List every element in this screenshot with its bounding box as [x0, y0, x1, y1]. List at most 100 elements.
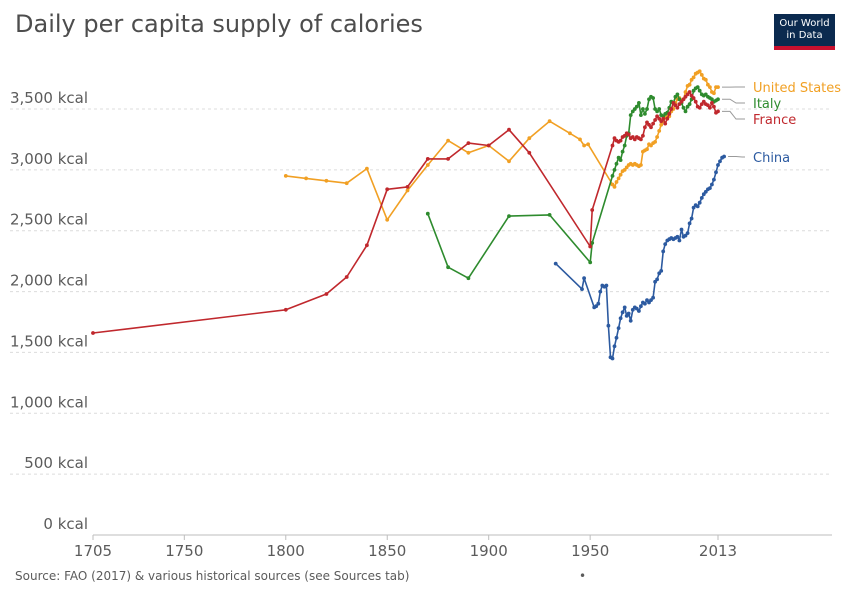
series-line[interactable] — [555, 155, 725, 360]
owid-logo[interactable]: Our World in Data — [774, 14, 835, 50]
data-point[interactable] — [637, 101, 641, 105]
data-point[interactable] — [626, 132, 631, 137]
data-point[interactable] — [618, 316, 623, 321]
data-point[interactable] — [425, 211, 430, 216]
data-point[interactable] — [659, 122, 664, 127]
data-point[interactable] — [685, 231, 690, 236]
data-point[interactable] — [697, 69, 702, 74]
data-point[interactable] — [699, 196, 704, 200]
data-point[interactable] — [689, 216, 694, 221]
data-point[interactable] — [582, 276, 586, 281]
data-point[interactable] — [604, 283, 609, 288]
data-point[interactable] — [610, 356, 615, 361]
data-point[interactable] — [547, 213, 552, 217]
data-point[interactable] — [651, 121, 655, 126]
data-point[interactable] — [507, 127, 511, 132]
data-point[interactable] — [628, 113, 633, 117]
data-point[interactable] — [639, 304, 643, 309]
data-point[interactable] — [622, 143, 627, 148]
data-point[interactable] — [708, 186, 712, 191]
data-point[interactable] — [653, 118, 657, 122]
data-point[interactable] — [628, 318, 633, 323]
data-point[interactable] — [659, 269, 664, 273]
data-point[interactable] — [626, 311, 631, 316]
data-point[interactable] — [578, 137, 582, 142]
data-point[interactable] — [703, 189, 708, 194]
series-france[interactable] — [91, 90, 720, 335]
series-label[interactable]: China — [753, 151, 790, 166]
data-point[interactable] — [681, 105, 686, 110]
data-point[interactable] — [708, 85, 712, 89]
data-point[interactable] — [675, 234, 680, 239]
data-point[interactable] — [665, 116, 670, 121]
data-point[interactable] — [639, 137, 643, 142]
data-point[interactable] — [639, 163, 643, 167]
data-point[interactable] — [283, 174, 288, 178]
data-point[interactable] — [716, 163, 720, 167]
data-point[interactable] — [466, 150, 471, 155]
data-point[interactable] — [622, 305, 627, 310]
data-point[interactable] — [91, 331, 95, 335]
data-point[interactable] — [643, 125, 647, 130]
data-point[interactable] — [425, 163, 430, 167]
data-point[interactable] — [634, 104, 639, 109]
data-point[interactable] — [675, 92, 680, 97]
data-point[interactable] — [708, 105, 712, 110]
data-point[interactable] — [606, 323, 611, 328]
data-point[interactable] — [612, 168, 617, 172]
data-point[interactable] — [527, 136, 532, 141]
data-point[interactable] — [710, 182, 714, 187]
data-point[interactable] — [304, 176, 308, 181]
data-point[interactable] — [677, 238, 682, 243]
data-point[interactable] — [687, 82, 692, 87]
data-point[interactable] — [507, 214, 511, 219]
data-point[interactable] — [344, 181, 349, 186]
data-point[interactable] — [618, 172, 623, 177]
data-point[interactable] — [590, 208, 595, 212]
data-point[interactable] — [446, 265, 450, 270]
data-point[interactable] — [586, 142, 590, 147]
data-point[interactable] — [687, 221, 692, 226]
data-point[interactable] — [446, 157, 450, 161]
data-point[interactable] — [612, 344, 617, 349]
data-point[interactable] — [695, 204, 700, 209]
data-point[interactable] — [675, 105, 680, 110]
data-point[interactable] — [641, 133, 645, 138]
data-point[interactable] — [645, 147, 649, 152]
data-point[interactable] — [657, 107, 662, 111]
data-point[interactable] — [649, 125, 653, 130]
data-point[interactable] — [669, 107, 674, 111]
data-point[interactable] — [580, 287, 584, 291]
series-line[interactable] — [427, 86, 719, 279]
data-point[interactable] — [663, 242, 668, 247]
data-point[interactable] — [637, 309, 641, 313]
data-point[interactable] — [655, 135, 659, 139]
data-point[interactable] — [653, 140, 657, 144]
data-point[interactable] — [588, 244, 593, 249]
data-point[interactable] — [283, 307, 288, 312]
data-point[interactable] — [661, 249, 666, 254]
data-point[interactable] — [553, 261, 558, 266]
data-point[interactable] — [614, 180, 619, 184]
data-point[interactable] — [697, 88, 702, 93]
data-point[interactable] — [610, 143, 615, 148]
data-point[interactable] — [691, 75, 696, 80]
data-point[interactable] — [716, 85, 720, 89]
data-point[interactable] — [641, 107, 645, 111]
data-point[interactable] — [679, 227, 684, 232]
data-point[interactable] — [643, 301, 647, 306]
data-point[interactable] — [385, 187, 390, 192]
data-point[interactable] — [718, 159, 722, 164]
series-line[interactable] — [92, 91, 719, 334]
data-point[interactable] — [466, 276, 471, 281]
data-point[interactable] — [712, 177, 716, 182]
data-point[interactable] — [657, 129, 662, 133]
data-point[interactable] — [598, 289, 603, 294]
data-point[interactable] — [594, 304, 599, 309]
data-point[interactable] — [385, 217, 390, 222]
data-point[interactable] — [693, 99, 698, 104]
data-point[interactable] — [651, 295, 655, 300]
data-point[interactable] — [716, 109, 720, 114]
data-point[interactable] — [716, 97, 720, 102]
data-point[interactable] — [614, 161, 619, 166]
